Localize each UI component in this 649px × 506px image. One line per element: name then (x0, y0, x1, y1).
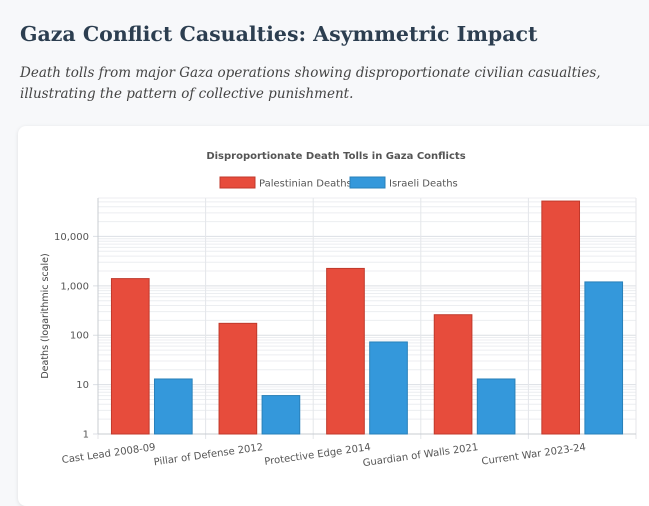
bar-palestinian[interactable] (218, 322, 258, 435)
bar-israeli[interactable] (369, 341, 408, 435)
legend-swatch-israeli (349, 176, 386, 189)
bar-israeli[interactable] (476, 378, 516, 435)
y-tick-label: 10,000 (54, 232, 89, 243)
bar-israeli[interactable] (584, 281, 624, 435)
y-axis-label: Deaths (logarithmic scale) (40, 253, 51, 378)
chart: Disproportionate Death Tolls in Gaza Con… (40, 151, 637, 469)
y-tick-label: 100 (70, 331, 89, 342)
x-tick-label: Cast Lead 2008-09 (61, 442, 156, 466)
y-tick-label: 1,000 (60, 281, 89, 292)
bar-israeli[interactable] (153, 378, 193, 435)
x-tick-label: Current War 2023-24 (481, 442, 587, 468)
bar-palestinian[interactable] (433, 314, 473, 435)
page-title: Gaza Conflict Casualties: Asymmetric Imp… (20, 22, 538, 46)
bar-palestinian[interactable] (110, 278, 150, 435)
bar-palestinian[interactable] (326, 267, 365, 435)
chart-title: Disproportionate Death Tolls in Gaza Con… (206, 151, 465, 162)
legend-label-palestinian[interactable]: Palestinian Deaths (259, 179, 352, 190)
bars (110, 200, 624, 435)
legend[interactable]: Palestinian Deaths Israeli Deaths (219, 176, 458, 190)
bar-israeli[interactable] (261, 395, 301, 435)
legend-swatch-palestinian (219, 176, 256, 189)
page-subtitle: Death tolls from major Gaza operations s… (20, 65, 601, 102)
y-tick-label: 10 (76, 380, 89, 391)
x-tick-label: Protective Edge 2014 (264, 442, 372, 468)
x-tick-label: Pillar of Defense 2012 (153, 442, 264, 468)
legend-label-israeli[interactable]: Israeli Deaths (389, 179, 458, 190)
x-tick-label: Guardian of Walls 2021 (362, 442, 479, 469)
y-tick-label: 1 (83, 430, 89, 441)
bar-palestinian[interactable] (541, 200, 581, 435)
